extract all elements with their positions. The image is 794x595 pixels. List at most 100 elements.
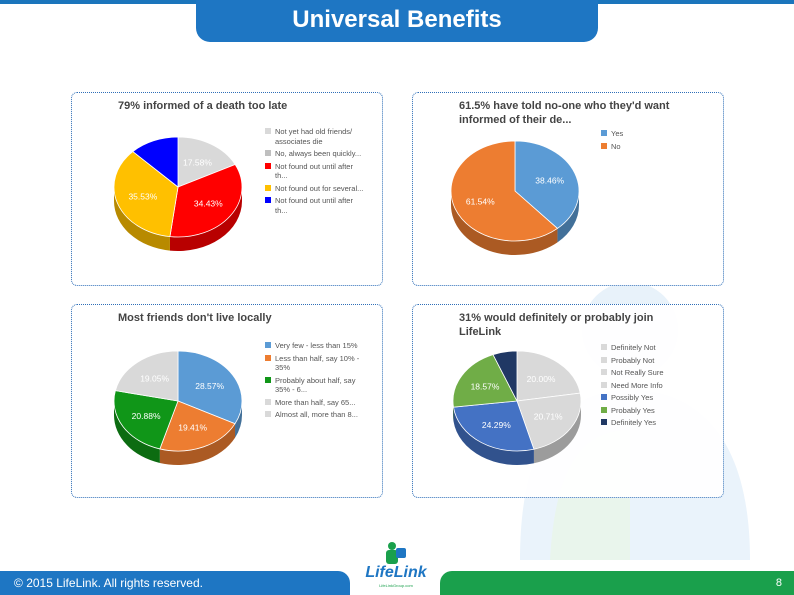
legend-item: Not found out until after th... [265, 162, 365, 181]
chart-legend: Not yet had old friends/ associates die N… [265, 127, 365, 218]
legend-label: Possibly Yes [611, 393, 654, 402]
legend-item: More than half, say 65... [265, 398, 365, 408]
pie-slice [452, 354, 518, 408]
legend-label: Definitely Not [611, 343, 656, 352]
pie-data-label: 18.57% [471, 381, 500, 391]
pie-data-label: 20.88% [132, 411, 161, 421]
pie-slice [453, 400, 535, 452]
chart-panel-1: 79% informed of a death too late 17.58% 3… [71, 92, 383, 286]
pie-slice-side [533, 401, 581, 464]
chart-title: Most friends don't live locally [118, 312, 272, 324]
chart-panel-2: 61.5% have told no-one who they'd want i… [412, 92, 724, 286]
pie-slice [132, 136, 179, 188]
pie-chart: 28.57% 19.41% 20.88% 19.05% [113, 350, 243, 465]
pie-data-label: 28.57% [195, 381, 224, 391]
pie-slice [113, 390, 179, 450]
legend-item: Yes [601, 129, 681, 139]
chart-legend: Definitely Not Probably Not Not Really Sur… [601, 343, 681, 431]
legend-swatch [265, 128, 271, 134]
legend-item: Possibly Yes [601, 393, 681, 403]
footer-copyright: © 2015 LifeLink. All rights reserved. [0, 571, 350, 595]
legend-swatch [265, 411, 271, 417]
chart-title: 31% would definitely or probably join Li… [459, 312, 654, 338]
pie-data-label: 38.46% [535, 176, 564, 186]
legend-label: Not found out for several... [275, 183, 364, 193]
legend-swatch [265, 162, 271, 169]
legend-label: Not found out until after th... [275, 196, 353, 215]
legend-item: Need More Info [601, 381, 681, 391]
chart-legend: Yes No [601, 129, 681, 154]
legend-item: Probably Not [601, 356, 681, 366]
copyright-text: 2015 LifeLink. All rights reserved. [26, 576, 203, 590]
slide-title: Universal Benefits [196, 0, 598, 42]
legend-label: Almost all, more than 8... [275, 410, 358, 419]
pie-data-label: 61.54% [466, 196, 495, 206]
legend-label: No, always been quickly... [275, 149, 362, 158]
legend-label: Probably Not [611, 355, 655, 365]
pie-slice [159, 400, 236, 452]
chart-title: 79% informed of a death too late [118, 100, 288, 112]
lifelink-logo: LifeLink LifeLinkGroup.com [356, 540, 436, 592]
pie-slice-side [557, 191, 579, 243]
pie-slice-side [451, 191, 558, 255]
legend-label: Need More Info [611, 380, 663, 390]
legend-swatch [265, 342, 271, 348]
legend-item: Less than half, say 10% - 35% [265, 354, 365, 373]
pie-chart: 20.00% 20.71% 24.29% 18.57% [452, 350, 582, 465]
legend-swatch [601, 406, 607, 413]
legend-item: Probably about half, say 35% - 6... [265, 376, 365, 395]
legend-label: More than half, say 65... [275, 397, 356, 407]
pie-slice-side [114, 401, 160, 463]
footer-page-number: 8 [440, 571, 794, 595]
legend-item: Not found out until after th... [265, 196, 365, 215]
pie-slice [516, 350, 581, 402]
pie-data-label: 20.71% [534, 412, 563, 422]
pie-slice [177, 136, 236, 188]
pie-data-label: 19.05% [140, 373, 169, 383]
pie-slice [169, 164, 243, 238]
legend-label: Definitely Yes [611, 418, 657, 427]
legend-swatch [601, 369, 607, 375]
copyright-icon: © [14, 576, 23, 590]
legend-swatch [265, 398, 271, 405]
legend-item: No, always been quickly... [265, 149, 365, 159]
pie-slice [450, 140, 559, 242]
legend-swatch [265, 150, 271, 156]
chart-panel-3: Most friends don't live locally 28.57% 19… [71, 304, 383, 498]
legend-item: Not Really Sure [601, 368, 681, 378]
legend-label: Not Really Sure [611, 368, 664, 377]
legend-item: Almost all, more than 8... [265, 410, 365, 420]
pie-slice-side [453, 407, 534, 465]
legend-label: Probably about half, say 35% - 6... [275, 375, 356, 395]
legend-label: Yes [611, 129, 624, 138]
legend-item: Not yet had old friends/ associates die [265, 127, 365, 146]
legend-swatch [601, 394, 607, 400]
legend-label: Probably Yes [611, 405, 655, 415]
legend-label: Less than half, say 10% - 35% [275, 353, 360, 373]
pie-data-label: 20.00% [527, 374, 556, 384]
legend-label: No [611, 141, 621, 151]
legend-swatch [601, 419, 607, 425]
pie-slice [114, 350, 179, 402]
pie-data-label: 19.41% [178, 423, 207, 433]
pie-slice-side [235, 401, 242, 438]
legend-item: Probably Yes [601, 406, 681, 416]
legend-label: Not found out until after th... [275, 161, 353, 181]
legend-item: Very few - less than 15% [265, 341, 365, 351]
legend-swatch [265, 197, 271, 203]
legend-label: Very few - less than 15% [275, 341, 358, 350]
legend-label: Not yet had old friends/ associates die [275, 127, 353, 146]
pie-chart: 38.46% 61.54% [450, 140, 580, 255]
pie-slice-side [169, 187, 242, 251]
pie-slice [177, 350, 243, 425]
legend-swatch [601, 142, 607, 149]
pie-data-label: 34.43% [194, 199, 223, 209]
pie-slice-side [159, 423, 236, 465]
pie-slice [113, 151, 179, 238]
legend-item: Not found out for several... [265, 184, 365, 194]
legend-item: Definitely Yes [601, 418, 681, 428]
logo-figure-icon [386, 542, 406, 564]
legend-swatch [265, 184, 271, 191]
logo-url: LifeLinkGroup.com [379, 583, 413, 588]
logo-wordmark: LifeLink [365, 564, 427, 581]
